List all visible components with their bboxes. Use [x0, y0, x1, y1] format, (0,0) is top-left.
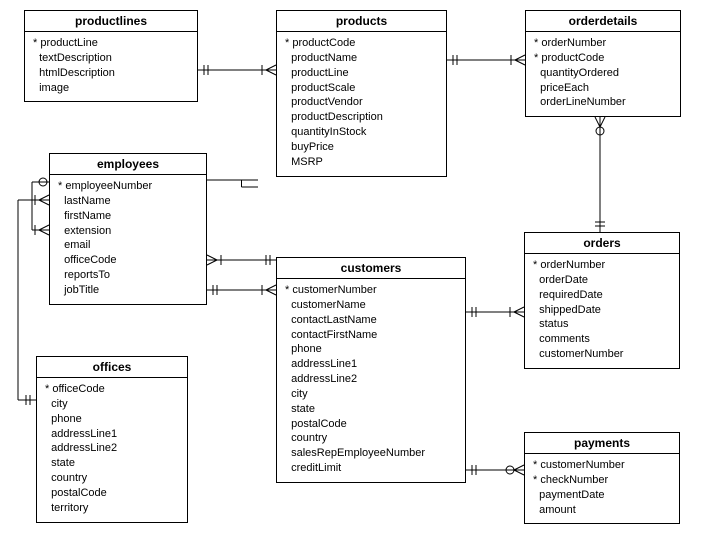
entity-body-products: * productCode productName productLine pr… — [277, 32, 446, 176]
attr-products-buyPrice: buyPrice — [285, 140, 438, 155]
entity-body-orderdetails: * orderNumber* productCode quantityOrder… — [526, 32, 680, 116]
attr-payments-paymentDate: paymentDate — [533, 488, 671, 503]
attr-productlines-productLine: * productLine — [33, 36, 189, 51]
entity-customers: customers * customerNumber customerName … — [276, 257, 466, 483]
entity-orders: orders * orderNumber orderDate requiredD… — [524, 232, 680, 369]
attr-payments-amount: amount — [533, 503, 671, 518]
attr-orderdetails-orderNumber: * orderNumber — [534, 36, 672, 51]
attr-employees-lastName: lastName — [58, 194, 198, 209]
entity-body-offices: * officeCode city phone addressLine1 add… — [37, 378, 187, 522]
attr-products-productDescription: productDescription — [285, 110, 438, 125]
attr-offices-country: country — [45, 471, 179, 486]
attr-offices-state: state — [45, 456, 179, 471]
attr-customers-city: city — [285, 387, 457, 402]
attr-employees-firstName: firstName — [58, 209, 198, 224]
attr-customers-addressLine1: addressLine1 — [285, 357, 457, 372]
attr-employees-employeeNumber: * employeeNumber — [58, 179, 198, 194]
entity-header-customers: customers — [277, 258, 465, 279]
attr-orders-customerNumber: customerNumber — [533, 347, 671, 362]
attr-offices-addressLine1: addressLine1 — [45, 427, 179, 442]
attr-productlines-image: image — [33, 81, 189, 96]
attr-customers-salesRepEmployeeNumber: salesRepEmployeeNumber — [285, 446, 457, 461]
attr-payments-checkNumber: * checkNumber — [533, 473, 671, 488]
entity-header-payments: payments — [525, 433, 679, 454]
attr-offices-addressLine2: addressLine2 — [45, 441, 179, 456]
attr-products-MSRP: MSRP — [285, 155, 438, 170]
attr-payments-customerNumber: * customerNumber — [533, 458, 671, 473]
attr-customers-customerName: customerName — [285, 298, 457, 313]
entity-body-payments: * customerNumber* checkNumber paymentDat… — [525, 454, 679, 523]
attr-products-productVendor: productVendor — [285, 95, 438, 110]
entity-body-orders: * orderNumber orderDate requiredDate shi… — [525, 254, 679, 368]
entity-products: products * productCode productName produ… — [276, 10, 447, 177]
attr-orders-orderNumber: * orderNumber — [533, 258, 671, 273]
attr-productlines-htmlDescription: htmlDescription — [33, 66, 189, 81]
entity-header-products: products — [277, 11, 446, 32]
attr-products-productCode: * productCode — [285, 36, 438, 51]
attr-customers-phone: phone — [285, 342, 457, 357]
attr-offices-postalCode: postalCode — [45, 486, 179, 501]
attr-employees-jobTitle: jobTitle — [58, 283, 198, 298]
attr-orderdetails-priceEach: priceEach — [534, 81, 672, 96]
attr-products-quantityInStock: quantityInStock — [285, 125, 438, 140]
attr-orders-status: status — [533, 317, 671, 332]
attr-customers-postalCode: postalCode — [285, 417, 457, 432]
attr-customers-addressLine2: addressLine2 — [285, 372, 457, 387]
attr-customers-state: state — [285, 402, 457, 417]
entity-header-orders: orders — [525, 233, 679, 254]
entity-header-productlines: productlines — [25, 11, 197, 32]
attr-employees-officeCode: officeCode — [58, 253, 198, 268]
entity-payments: payments * customerNumber* checkNumber p… — [524, 432, 680, 524]
entity-orderdetails: orderdetails * orderNumber* productCode … — [525, 10, 681, 117]
entity-offices: offices * officeCode city phone addressL… — [36, 356, 188, 523]
attr-orders-comments: comments — [533, 332, 671, 347]
attr-customers-contactLastName: contactLastName — [285, 313, 457, 328]
entity-productlines: productlines * productLine textDescripti… — [24, 10, 198, 102]
attr-offices-city: city — [45, 397, 179, 412]
attr-products-productScale: productScale — [285, 81, 438, 96]
entity-header-offices: offices — [37, 357, 187, 378]
attr-orderdetails-quantityOrdered: quantityOrdered — [534, 66, 672, 81]
attr-customers-creditLimit: creditLimit — [285, 461, 457, 476]
attr-orderdetails-productCode: * productCode — [534, 51, 672, 66]
entity-body-employees: * employeeNumber lastName firstName exte… — [50, 175, 206, 304]
entity-body-productlines: * productLine textDescription htmlDescri… — [25, 32, 197, 101]
entity-body-customers: * customerNumber customerName contactLas… — [277, 279, 465, 482]
attr-offices-phone: phone — [45, 412, 179, 427]
entity-header-orderdetails: orderdetails — [526, 11, 680, 32]
attr-employees-extension: extension — [58, 224, 198, 239]
attr-customers-contactFirstName: contactFirstName — [285, 328, 457, 343]
attr-orders-requiredDate: requiredDate — [533, 288, 671, 303]
attr-offices-officeCode: * officeCode — [45, 382, 179, 397]
attr-employees-reportsTo: reportsTo — [58, 268, 198, 283]
attr-products-productLine: productLine — [285, 66, 438, 81]
attr-customers-customerNumber: * customerNumber — [285, 283, 457, 298]
attr-productlines-textDescription: textDescription — [33, 51, 189, 66]
attr-orders-shippedDate: shippedDate — [533, 303, 671, 318]
entity-employees: employees * employeeNumber lastName firs… — [49, 153, 207, 305]
attr-offices-territory: territory — [45, 501, 179, 516]
attr-orderdetails-orderLineNumber: orderLineNumber — [534, 95, 672, 110]
attr-products-productName: productName — [285, 51, 438, 66]
entity-header-employees: employees — [50, 154, 206, 175]
attr-orders-orderDate: orderDate — [533, 273, 671, 288]
attr-customers-country: country — [285, 431, 457, 446]
attr-employees-email: email — [58, 238, 198, 253]
